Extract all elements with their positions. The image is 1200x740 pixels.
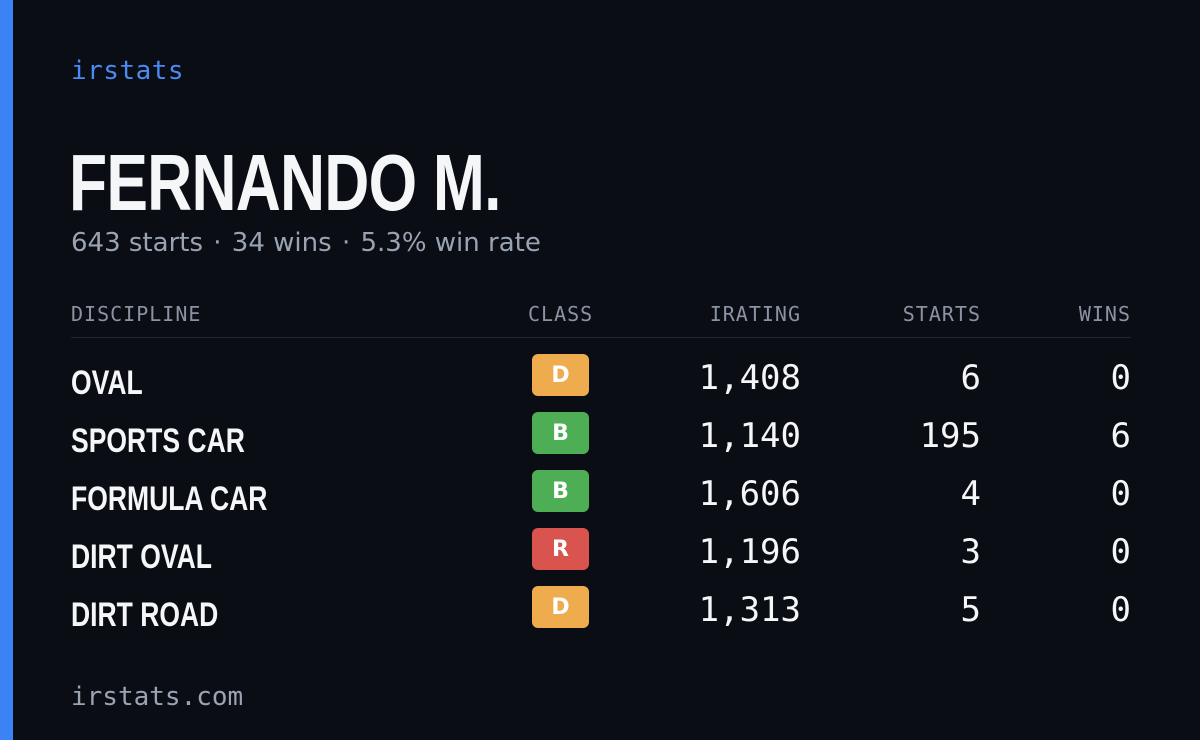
row-irating: 1,140 [698,416,801,456]
row-irating: 1,606 [698,474,801,514]
summary-win-rate: 5.3% win rate [360,228,541,258]
summary-separator: · [341,228,351,258]
table-row: SPORTS CAR B 1,140 195 6 [71,412,1131,470]
header-starts: STARTS [902,302,981,326]
table-row: DIRT ROAD D 1,313 5 0 [71,586,1131,644]
row-wins: 0 [1110,474,1131,514]
summary-separator: · [213,228,222,258]
driver-name: FERNANDO M. [69,138,501,227]
summary-line: 643 starts · 34 wins · 5.3% win rate [71,228,541,258]
row-wins: 0 [1110,532,1131,572]
row-discipline: FORMULA CAR [71,480,268,518]
row-irating: 1,313 [698,590,801,630]
footer-site-link[interactable]: irstats.com [71,682,244,712]
row-discipline: DIRT ROAD [71,596,219,634]
class-badge: B [532,412,589,454]
table-row: FORMULA CAR B 1,606 4 0 [71,470,1131,528]
row-starts: 5 [960,590,981,630]
table-row: DIRT OVAL R 1,196 3 0 [71,528,1131,586]
row-wins: 0 [1110,590,1131,630]
row-discipline: DIRT OVAL [71,538,212,576]
row-irating: 1,196 [698,532,801,572]
table-body: OVAL D 1,408 6 0 SPORTS CAR B 1,140 195 … [71,354,1131,644]
row-starts: 6 [960,358,981,398]
row-wins: 0 [1110,358,1131,398]
class-badge: R [532,528,589,570]
row-discipline: OVAL [71,364,143,402]
discipline-table: DISCIPLINE CLASS IRATING STARTS WINS OVA… [71,298,1131,644]
row-starts: 3 [960,532,981,572]
row-starts: 4 [960,474,981,514]
header-class: CLASS [528,302,594,326]
header-irating: IRATING [709,302,801,326]
row-irating: 1,408 [698,358,801,398]
summary-wins: 34 wins [231,228,332,258]
row-discipline: SPORTS CAR [71,422,245,460]
class-badge: B [532,470,589,512]
table-row: OVAL D 1,408 6 0 [71,354,1131,412]
table-header: DISCIPLINE CLASS IRATING STARTS WINS [71,298,1131,338]
header-wins: WINS [1078,302,1131,326]
row-wins: 6 [1110,416,1131,456]
summary-starts: 643 starts [71,228,203,258]
accent-bar [0,0,13,740]
class-badge: D [532,586,589,628]
brand-logo: irstats [71,56,185,86]
row-starts: 195 [919,416,981,456]
class-badge: D [532,354,589,396]
header-discipline: DISCIPLINE [71,302,202,326]
